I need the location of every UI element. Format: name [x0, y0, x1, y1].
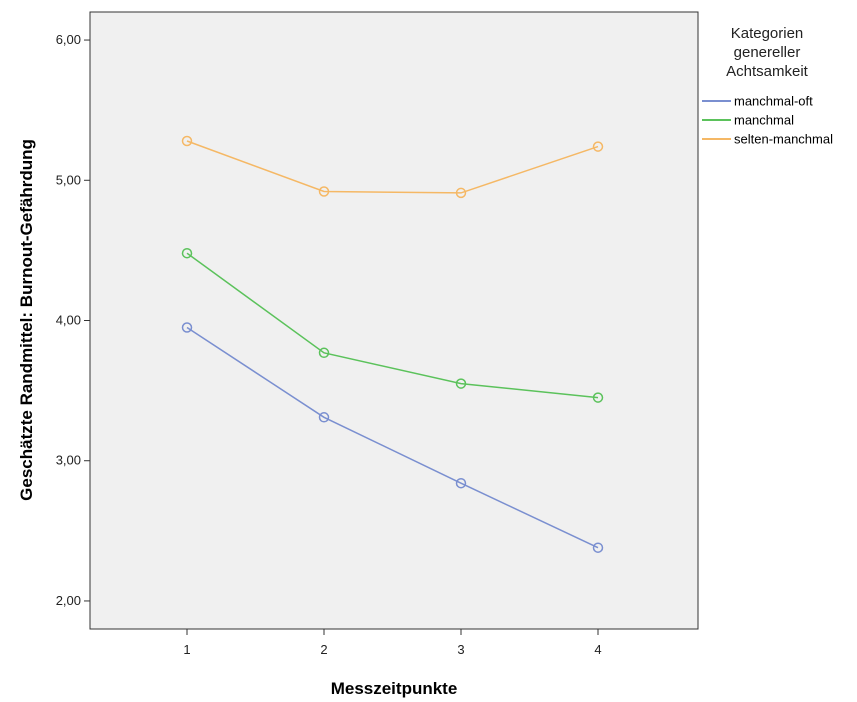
y-tick-label: 5,00: [56, 172, 81, 187]
legend-title-line-1: Kategorien: [731, 25, 804, 42]
x-axis: 1 2 3 4: [183, 629, 602, 657]
data-point: [318, 347, 330, 359]
series-layer: [181, 135, 604, 553]
data-point: [592, 392, 604, 403]
data-point: [181, 135, 193, 147]
legend-label: manchmal-oft: [734, 94, 813, 109]
data-point: [181, 322, 193, 333]
data-point: [455, 477, 467, 489]
legend-items: manchmal-oft manchmal selten-manchmal: [702, 94, 833, 147]
series-manchmal: [181, 247, 604, 403]
series-line: [186, 140, 599, 194]
legend: Kategorien genereller Achtsamkeit manchm…: [702, 25, 833, 147]
x-tick-label: 2: [320, 642, 327, 657]
series-manchmal-oft: [181, 322, 604, 553]
legend-title-line-2: genereller: [734, 44, 801, 61]
y-tick-label: 4,00: [56, 313, 81, 328]
data-point: [318, 186, 330, 197]
y-axis-title: Geschätzte Randmittel: Burnout-Gefährdun…: [17, 139, 36, 501]
series-selten-manchmal: [181, 135, 604, 199]
legend-label: selten-manchmal: [734, 132, 833, 147]
x-tick-label: 3: [457, 642, 464, 657]
data-point: [592, 542, 604, 553]
data-point: [592, 141, 604, 152]
series-line: [186, 252, 599, 399]
x-axis-title: Messzeitpunkte: [331, 679, 458, 698]
data-point: [455, 378, 467, 389]
legend-title-line-3: Achtsamkeit: [726, 63, 809, 80]
data-point: [181, 247, 193, 259]
x-tick-label: 4: [594, 642, 601, 657]
data-point: [318, 412, 330, 423]
y-axis: 2,00 3,00 4,00 5,00 6,00: [56, 32, 90, 608]
legend-label: manchmal: [734, 113, 794, 128]
x-tick-label: 1: [183, 642, 190, 657]
data-point: [455, 187, 467, 199]
series-line: [186, 326, 599, 549]
y-tick-label: 3,00: [56, 453, 81, 468]
y-tick-label: 6,00: [56, 32, 81, 47]
y-tick-label: 2,00: [56, 593, 81, 608]
plot-area: [89, 11, 699, 630]
